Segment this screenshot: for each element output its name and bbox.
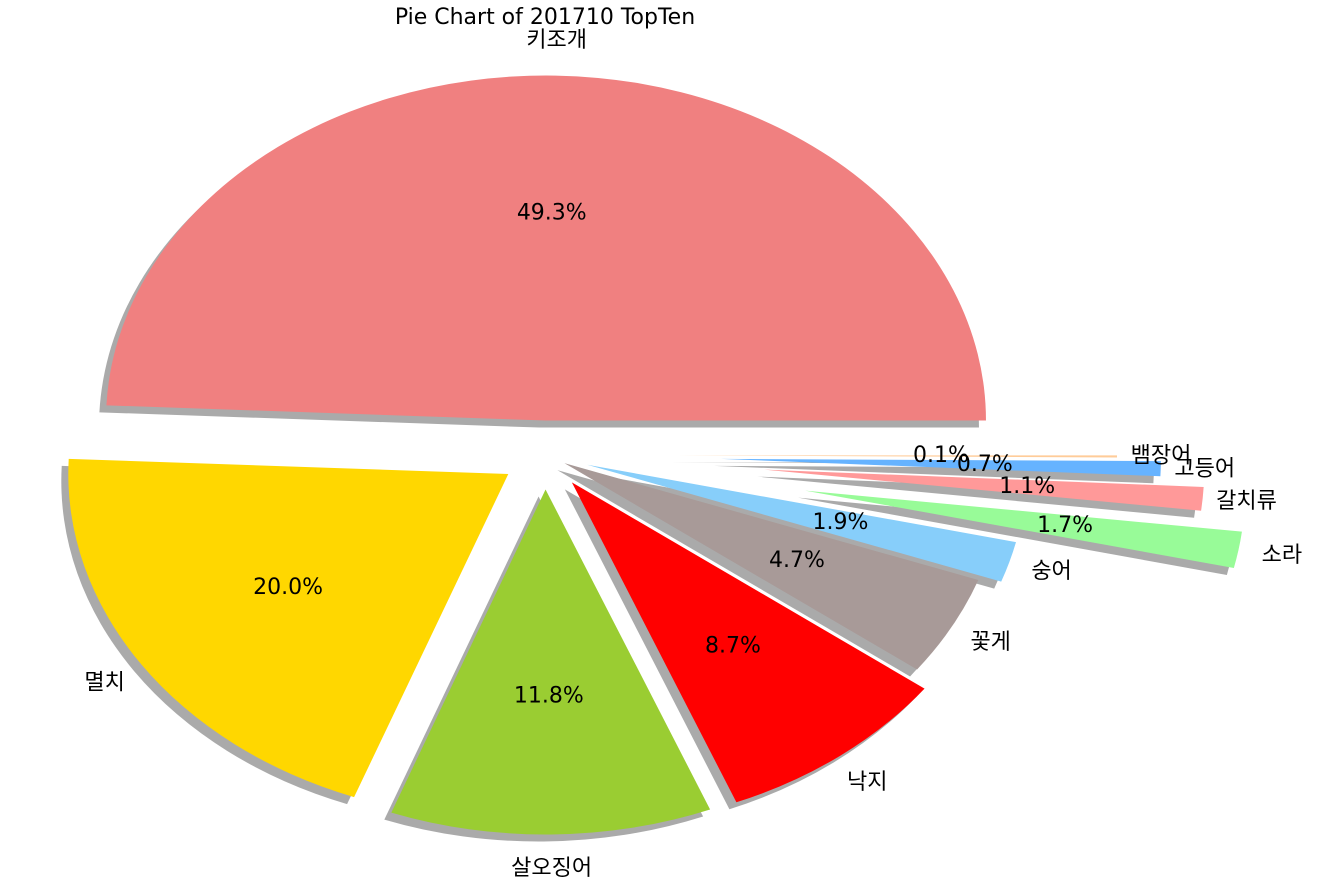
pie-slice	[391, 489, 711, 835]
pie-slice	[676, 455, 1117, 458]
value-label: 0.1%	[913, 443, 969, 468]
slice-label: 고등어	[1174, 457, 1235, 482]
slice-label: 꽃게	[970, 630, 1010, 655]
chart-title: Pie Chart of 201710 TopTen	[395, 5, 695, 30]
value-label: 1.7%	[1037, 513, 1093, 538]
slice-label: 키조개	[526, 28, 587, 53]
value-label: 20.0%	[253, 575, 323, 600]
pie-slice	[587, 464, 1017, 582]
value-label: 0.7%	[957, 452, 1013, 477]
pie-slice	[720, 458, 1161, 477]
value-label: 11.8%	[514, 683, 584, 708]
pie-slice	[764, 469, 1204, 511]
slice-label: 낙지	[847, 770, 887, 795]
pie-slice	[571, 482, 925, 803]
value-label: 1.9%	[813, 510, 869, 535]
slice-label: 숭어	[1031, 559, 1071, 584]
slice-label: 멸치	[84, 670, 124, 695]
slice-label: 뱀장어	[1131, 444, 1192, 469]
value-label: 4.7%	[769, 548, 825, 573]
slice-label: 소라	[1262, 543, 1302, 568]
pie-slice	[68, 458, 509, 798]
slice-shadow	[757, 476, 1197, 518]
value-label: 8.7%	[705, 633, 761, 658]
value-label: 49.3%	[517, 201, 587, 226]
slice-label: 갈치류	[1216, 489, 1277, 514]
value-label: 1.1%	[999, 474, 1055, 499]
slice-label: 살오징어	[511, 856, 592, 880]
pie-slice	[564, 463, 979, 670]
slice-shadow	[798, 497, 1235, 575]
pie-slice	[106, 75, 986, 421]
pie-slice	[805, 490, 1242, 568]
